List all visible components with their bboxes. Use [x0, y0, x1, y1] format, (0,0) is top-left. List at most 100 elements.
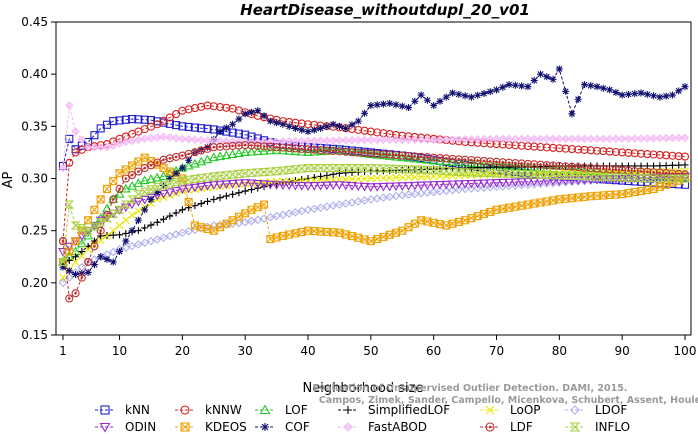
data-point [511, 159, 520, 168]
data-point [674, 152, 683, 161]
data-point [71, 289, 80, 298]
data-point [599, 84, 607, 92]
data-point [398, 173, 407, 182]
data-point [70, 221, 81, 230]
data-point [410, 173, 419, 181]
legend-entry-cof: COF [255, 420, 310, 434]
data-point [366, 174, 375, 183]
data-point [492, 134, 501, 144]
data-point [636, 174, 646, 183]
y-tick-label: 0.30 [21, 172, 48, 186]
data-point [209, 143, 218, 152]
data-point [366, 135, 376, 145]
data-point [335, 147, 344, 156]
data-point [592, 134, 602, 144]
data-point [261, 423, 269, 431]
data-point [290, 181, 301, 191]
data-point [542, 143, 551, 152]
data-point [430, 101, 438, 109]
data-point [530, 160, 539, 169]
data-point [573, 134, 583, 144]
x-tick-label: 70 [489, 344, 504, 358]
data-point [448, 135, 457, 144]
data-point [542, 134, 551, 144]
data-point [202, 182, 213, 191]
data-point [435, 135, 445, 144]
data-point [536, 160, 545, 169]
data-point [259, 167, 269, 177]
data-point [189, 158, 200, 168]
data-point [435, 154, 445, 163]
data-point [455, 90, 463, 98]
data-point [467, 171, 476, 180]
data-point [517, 159, 526, 168]
data-point [398, 151, 407, 160]
data-point [115, 184, 124, 193]
data-point [197, 200, 205, 208]
data-point [221, 171, 232, 180]
data-point [160, 215, 168, 223]
data-point [310, 136, 319, 146]
legend-entry-inflo: INFLO [565, 420, 630, 434]
data-point [128, 227, 136, 235]
data-point [121, 216, 130, 225]
data-point [379, 193, 388, 202]
data-point [340, 146, 351, 155]
data-point [121, 243, 131, 253]
data-point [271, 181, 282, 190]
data-point [109, 177, 118, 186]
data-point [241, 187, 249, 195]
data-point [303, 136, 313, 146]
data-point [379, 100, 387, 108]
data-point [479, 179, 489, 189]
x-tick-label: 40 [300, 344, 315, 358]
data-point [675, 87, 683, 95]
chart-title: HeartDisease_withoutdupl_20_v01 [240, 1, 530, 19]
data-point [171, 186, 182, 196]
data-point [234, 141, 243, 150]
data-point [599, 134, 608, 144]
data-point [674, 133, 683, 143]
data-point [99, 422, 111, 433]
data-point [296, 164, 307, 173]
data-point [467, 93, 475, 101]
data-point [643, 150, 652, 159]
data-point [416, 135, 426, 145]
data-point [454, 135, 464, 144]
data-point [549, 143, 558, 152]
data-point [202, 154, 213, 164]
data-point [447, 167, 458, 176]
data-point [391, 191, 401, 201]
data-point [172, 110, 181, 119]
data-point [58, 237, 68, 246]
data-point [479, 168, 489, 177]
data-point [385, 135, 394, 145]
data-point [152, 172, 163, 182]
data-point [391, 135, 401, 145]
data-point [599, 147, 608, 156]
data-point [680, 152, 690, 161]
data-point [385, 192, 394, 202]
data-point [127, 200, 138, 210]
legend-entry-odin: ODIN [95, 420, 156, 434]
data-point [448, 219, 457, 228]
data-point [384, 164, 395, 173]
data-point [102, 184, 112, 193]
data-point [172, 121, 181, 130]
data-point [178, 206, 186, 214]
data-point [172, 209, 180, 217]
data-point [441, 186, 451, 196]
data-point [234, 169, 244, 178]
data-point [202, 173, 213, 182]
data-point [397, 152, 408, 162]
data-point [409, 181, 420, 191]
data-point [498, 134, 508, 144]
data-point [196, 182, 207, 192]
data-point [178, 134, 187, 144]
data-point [624, 148, 633, 157]
data-point [378, 164, 389, 173]
series-line [62, 149, 686, 263]
data-point [178, 164, 186, 172]
data-point [241, 179, 250, 188]
data-point [474, 164, 482, 172]
